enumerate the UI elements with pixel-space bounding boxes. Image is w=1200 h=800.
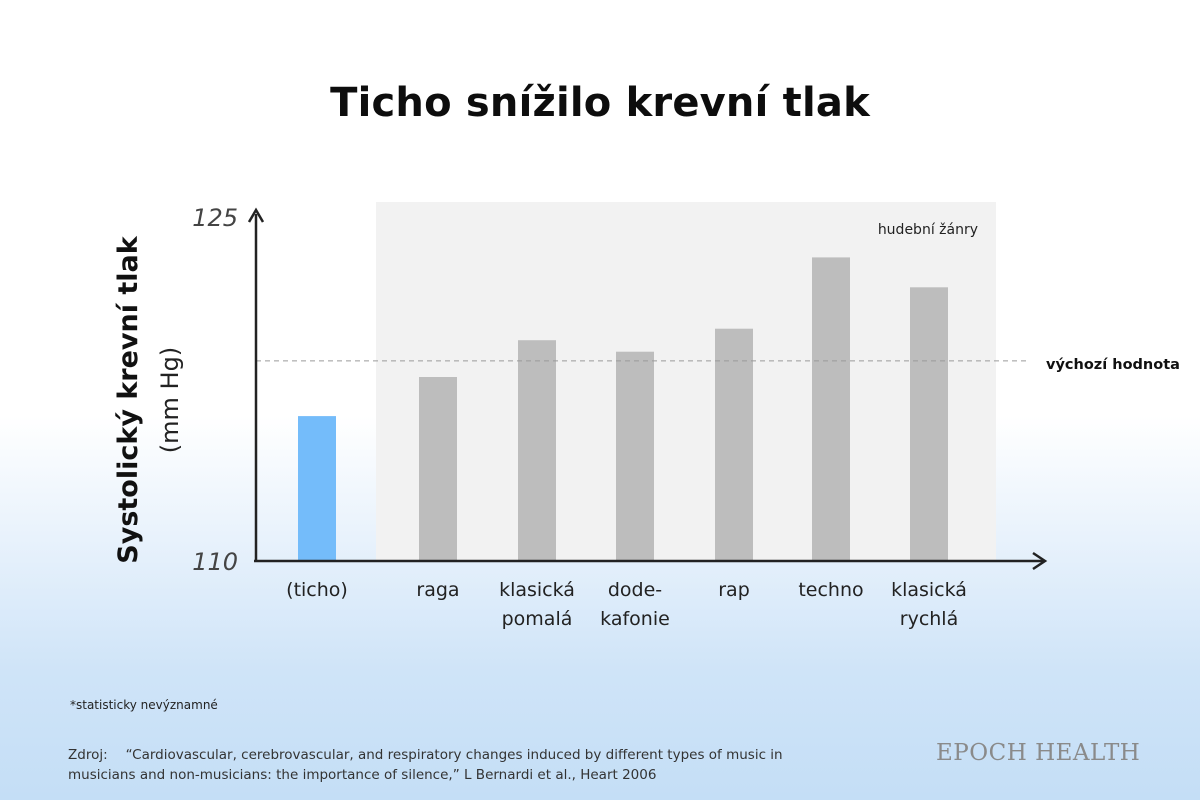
x-tick-label-1: (ticho) [286,579,348,601]
x-axis-arrow [1032,551,1048,571]
bar-7 [910,287,948,561]
bar-2 [419,377,457,561]
footnote: *statisticky nevýznamné [70,698,218,712]
y-axis-title: Systolický krevní tlak [113,235,144,563]
y-axis-arrow [247,207,265,223]
bar-6 [812,257,850,561]
x-tick-label-4: dode-kafonie [600,579,670,630]
source-text: “Cardiovascular, cerebrovascular, and re… [68,747,783,783]
music-genres-label: hudební žánry [878,222,978,238]
bar-3 [518,340,556,561]
x-tick-label-6: techno [798,579,863,601]
y-tick-max: 125 [192,204,238,232]
brand-logo: EPOCH HEALTH [936,740,1141,766]
x-tick-label-7: klasická rychlá [891,579,967,630]
source-citation: Zdroj: “Cardiovascular, cerebrovascular, … [68,745,828,785]
x-tick-label-3: klasická pomalá [499,579,575,630]
bar-4 [616,351,654,561]
bar-5 [715,328,753,561]
x-tick-label-2: raga [416,579,459,601]
y-tick-min: 110 [192,548,238,576]
x-tick-label-5: rap [718,579,750,601]
baseline-label: výchozí hodnota [1046,357,1180,373]
chart-title: Ticho snížilo krevní tlak [330,80,870,126]
bar-1 [298,416,336,561]
y-axis-unit: (mm Hg) [156,347,184,453]
music-genres-region [376,202,996,561]
source-label: Zdroj: [68,747,108,763]
